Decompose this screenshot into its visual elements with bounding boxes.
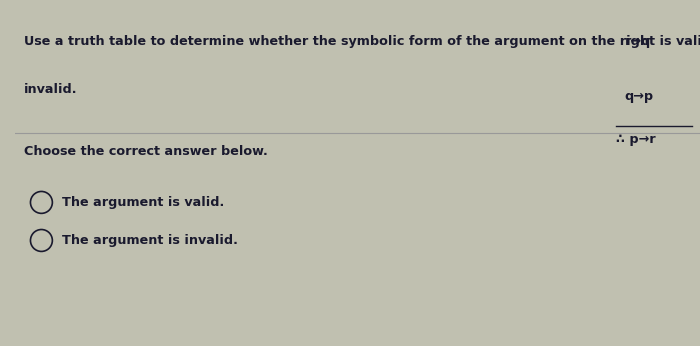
Text: ∴ p→r: ∴ p→r (617, 133, 656, 146)
Text: The argument is valid.: The argument is valid. (62, 196, 224, 209)
Text: q→p: q→p (624, 90, 654, 103)
Text: r→q: r→q (624, 35, 651, 48)
Text: Choose the correct answer below.: Choose the correct answer below. (24, 145, 267, 158)
Text: invalid.: invalid. (24, 83, 77, 96)
Text: Use a truth table to determine whether the symbolic form of the argument on the : Use a truth table to determine whether t… (24, 35, 700, 48)
Text: The argument is invalid.: The argument is invalid. (62, 234, 238, 247)
